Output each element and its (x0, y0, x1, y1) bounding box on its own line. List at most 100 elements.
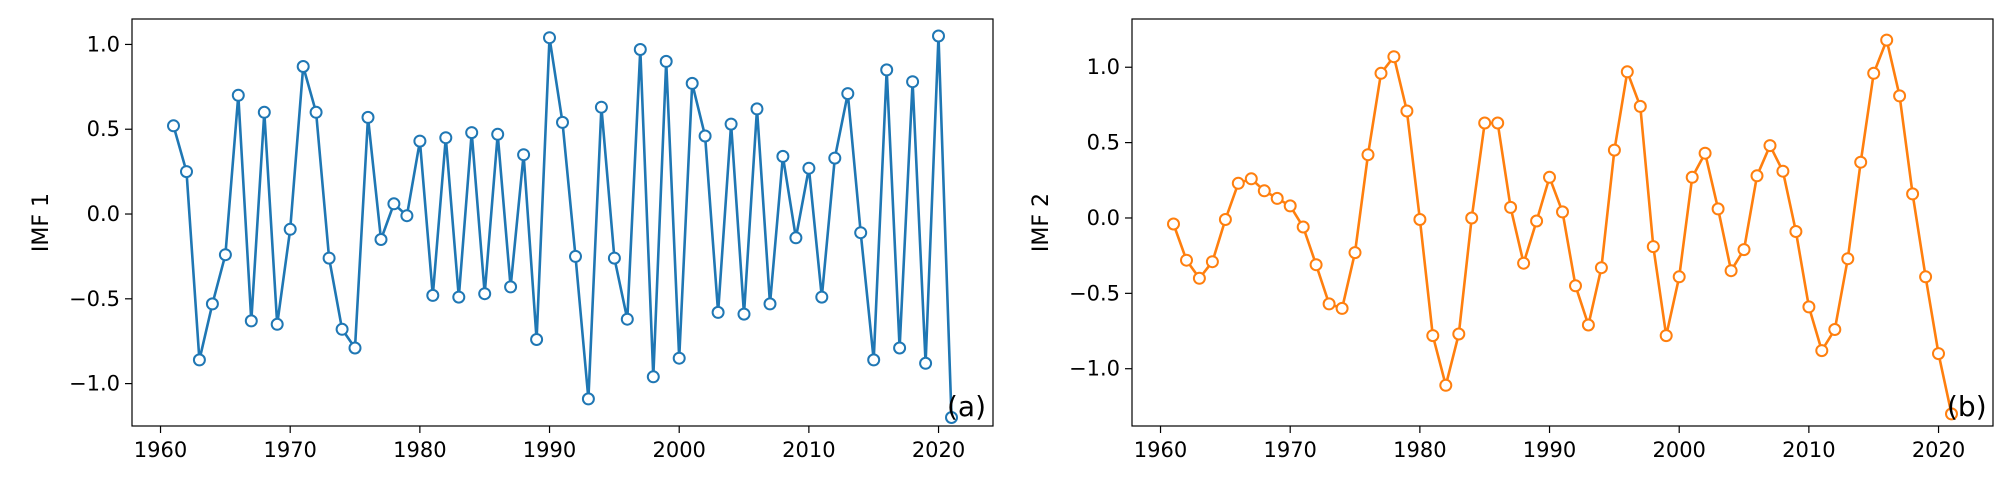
panel-b-data-point (1802, 300, 1816, 314)
panel-a-xtick-label: 2000 (652, 438, 705, 462)
panel-a-data-point (478, 287, 492, 301)
panel-a-ytick-label: 0.5 (87, 117, 120, 141)
panel-a-data-point (504, 280, 518, 294)
panel-b-data-point (1919, 270, 1933, 284)
panel-b-data-point (1348, 246, 1362, 260)
panel-a-data-point (802, 161, 816, 175)
panel-a-data-point (205, 297, 219, 311)
panel-a-data-point (646, 370, 660, 384)
panel-b-data-point (1828, 323, 1842, 336)
panel-a-data-point (607, 251, 621, 265)
panel-a-data-point (789, 231, 803, 245)
panel-a-data-point (167, 119, 180, 133)
panel-a-data-point (426, 288, 440, 302)
panel-b-data-point (1737, 243, 1751, 257)
panel-b-data-point (1776, 164, 1790, 178)
panel-b-data-point (1932, 347, 1945, 361)
panel-a-ytick-label: −0.5 (69, 287, 120, 311)
panel-b-data-point (1530, 214, 1544, 228)
panel-b-ytick-label: 0.0 (1087, 206, 1120, 230)
panel-b-xtick-label: 2010 (1782, 438, 1835, 462)
panel-b-data-point (1504, 200, 1518, 214)
panel-a-data-point (348, 341, 362, 355)
panel-b-data-point (1283, 199, 1297, 213)
panel-b-data-point (1192, 271, 1206, 285)
panel-b-data-point (1763, 139, 1777, 153)
panel-b-data-point (1543, 170, 1556, 184)
panel-a-ytick-label: 0.0 (87, 202, 120, 226)
panel-b-data-point (1556, 205, 1569, 219)
panel-b-data-point (1439, 378, 1453, 392)
panel-b-data-point (1672, 270, 1686, 284)
panel-a-ytick-label: 1.0 (87, 32, 120, 56)
panel-b-data-point (1594, 261, 1608, 275)
panel-a-data-point (322, 251, 336, 265)
panel-a-data-point (517, 148, 531, 162)
panel-b-ytick-label: 0.5 (1087, 131, 1120, 155)
panel-a-data-point (906, 75, 920, 89)
panel-a-xtick-label: 1970 (263, 438, 316, 462)
panel-a-data-point (556, 115, 569, 129)
panel-b-data-point (1789, 225, 1803, 238)
panel-a-data-point (491, 127, 505, 141)
panel-b-data-point (1465, 211, 1479, 225)
panel-b-series-line (1172, 38, 1953, 415)
panel-b-data-point (1880, 33, 1894, 47)
panel-b-data-point (1244, 172, 1258, 186)
panel-a-data-point (867, 353, 881, 367)
panel-a-data-point (919, 356, 933, 370)
panel-a-xtick-label: 1980 (393, 438, 446, 462)
panel-b-data-point (1218, 213, 1232, 226)
panel-b-data-point (1296, 220, 1310, 234)
panel-b-xtick-label: 1990 (1523, 438, 1576, 462)
panel-a-xtick-label: 1990 (523, 438, 576, 462)
panel-a-data-point (620, 312, 634, 326)
panel-a-xtick-label: 2010 (782, 438, 835, 462)
panel-b-data-point (1491, 116, 1505, 130)
panel-a-data-point (672, 351, 686, 365)
panel-a-data-point (776, 149, 790, 163)
panel-b-data-point (1322, 297, 1336, 311)
panel-b-data-point (1646, 240, 1660, 254)
panel-b-data-point (1867, 66, 1881, 80)
panel-a-data-point (270, 317, 284, 331)
panel-b-ytick-label: −0.5 (1069, 281, 1120, 305)
panel-b-data-point (1711, 202, 1725, 216)
panel-b-data-point (1724, 264, 1738, 278)
panel-a-data-point (854, 226, 868, 240)
panel-b-xtick-label: 1980 (1393, 438, 1446, 462)
panel-b-data-point (1945, 407, 1958, 421)
panel-a-data-point (659, 54, 673, 68)
panel-b-ytick-label: −1.0 (1069, 357, 1120, 381)
panel-b-frame (1131, 18, 1994, 427)
panel-a-data-point (543, 31, 556, 45)
panel-b-xtick-label: 1970 (1263, 438, 1316, 462)
panel-a-data-point (374, 233, 388, 246)
panel-b: 1960 1970 1980 1990 2000 2010 2020 1.0 0.5 0.0 −0… (1029, 18, 1994, 462)
panel-b-data-point (1257, 184, 1271, 198)
panel-b-data-point (1581, 318, 1595, 332)
panel-b-data-point (1270, 191, 1284, 205)
panel-b-tag: (b) (1947, 390, 1987, 423)
panel-a-data-point (711, 305, 725, 319)
panel-b-data-point (1750, 169, 1764, 183)
panel-b-data-point (1815, 344, 1829, 358)
panel-a-data-point (192, 353, 206, 367)
panel-b-ylabel: IMF 2 (1029, 193, 1054, 252)
panel-a-data-point (698, 129, 712, 143)
panel-a-data-point (257, 105, 271, 119)
panel-a-data-point (841, 87, 855, 101)
panel-b-data-point (1478, 116, 1492, 130)
panel-a-data-point (594, 100, 608, 114)
panel-a-data-point (945, 411, 958, 424)
panel-a-data-point (880, 63, 894, 77)
panel-b-data-point (1659, 329, 1673, 343)
panel-b-ytick-label: 1.0 (1087, 55, 1120, 79)
panel-b-data-point (1180, 253, 1193, 267)
panel-a-data-point (180, 165, 193, 179)
panel-a-data-point (932, 29, 945, 43)
panel-b-xtick-label: 2020 (1912, 438, 1965, 462)
panel-b-data-point (1841, 252, 1855, 266)
panel-b-data-point (1361, 148, 1375, 162)
panel-b-data-point (1854, 155, 1868, 169)
